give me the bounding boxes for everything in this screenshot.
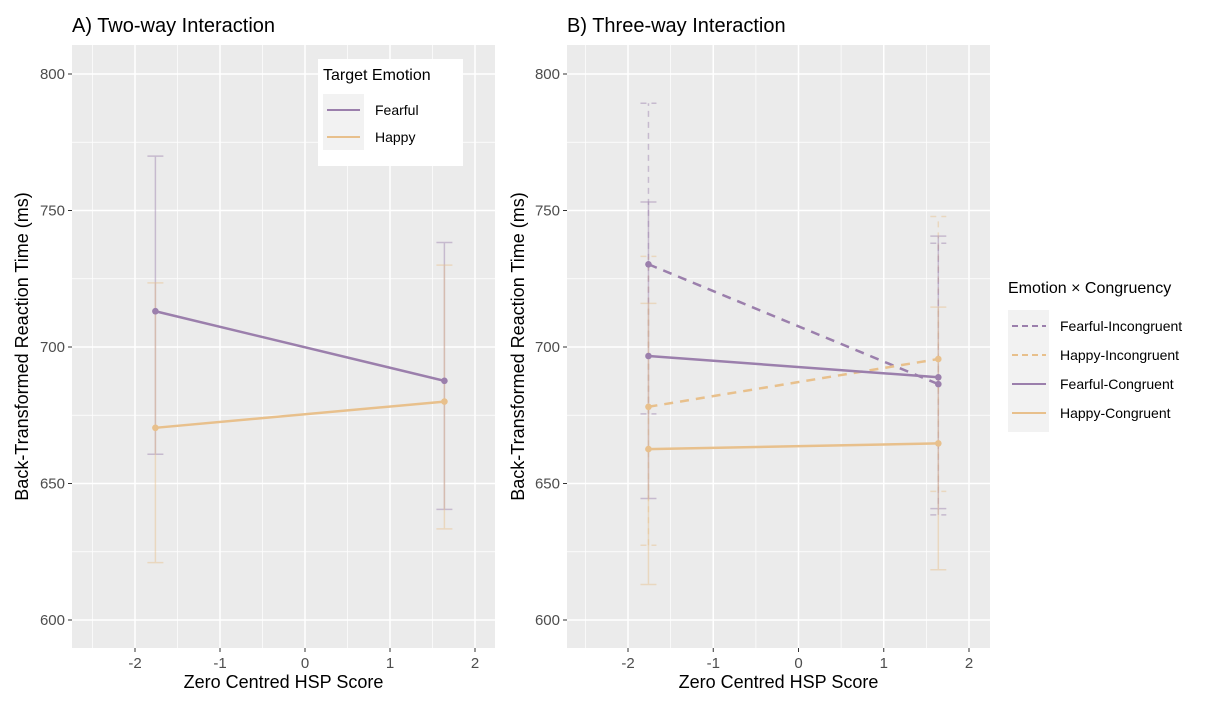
x-tick-label: 2 <box>471 655 479 672</box>
y-tick-label: 750 <box>535 203 560 220</box>
data-point <box>152 424 159 432</box>
data-point <box>935 440 942 447</box>
series-line-happy-congruent <box>648 442 939 451</box>
panel-title: A) Two-way Interaction <box>72 15 275 37</box>
data-point <box>645 352 652 360</box>
error-bar <box>640 102 657 415</box>
data-point <box>935 374 942 381</box>
x-tick-label: -1 <box>213 655 226 672</box>
y-axis-label: Back-Transformed Reaction Time (ms) <box>12 192 32 500</box>
legend-key-background <box>1008 310 1049 432</box>
y-tick-label: 700 <box>535 339 560 356</box>
legend-label: Happy-Incongruent <box>1060 347 1179 363</box>
data-point <box>645 260 652 268</box>
legend-label: Happy <box>375 129 415 145</box>
series-line-happy <box>155 400 445 430</box>
error-bar <box>930 306 947 571</box>
x-tick-label: -2 <box>621 655 634 672</box>
series-line-fearful-incongruent <box>647 263 939 386</box>
legend-label: Fearful <box>375 102 419 118</box>
series-line-fearful <box>155 310 445 383</box>
x-tick-label: 2 <box>965 655 973 672</box>
error-bar <box>147 282 164 564</box>
y-tick-label: 600 <box>40 612 65 629</box>
y-tick-label: 650 <box>535 476 560 493</box>
y-tick-label: 650 <box>40 476 65 493</box>
y-tick-label: 750 <box>40 203 65 220</box>
x-tick-label: -2 <box>128 655 141 672</box>
error-bar <box>147 155 164 456</box>
legend-title: Emotion × Congruency <box>1008 280 1171 297</box>
error-bar <box>436 241 453 511</box>
legend-title: Target Emotion <box>323 67 431 84</box>
series-line-fearful-congruent <box>648 354 939 379</box>
data-point <box>441 398 448 405</box>
data-point <box>935 355 942 363</box>
legend-key-background <box>323 94 364 150</box>
x-tick-label: 1 <box>880 655 888 672</box>
legend: Target Emotion Fearful Happy <box>318 59 463 166</box>
x-tick-label: 0 <box>794 655 802 672</box>
legend-label: Fearful-Congruent <box>1060 376 1174 392</box>
data-point <box>152 307 159 315</box>
legend-label: Fearful-Incongruent <box>1060 318 1182 334</box>
y-tick-label: 800 <box>40 66 65 83</box>
data-point <box>935 380 942 388</box>
y-tick-label: 800 <box>535 66 560 83</box>
data-point <box>441 377 448 385</box>
y-axis-label: Back-Transformed Reaction Time (ms) <box>508 192 528 500</box>
x-tick-label: 1 <box>386 655 394 672</box>
x-tick-label: -1 <box>707 655 720 672</box>
x-axis-label: Zero Centred HSP Score <box>184 672 384 692</box>
panel-b: -2 -1 0 1 2 600 650 700 750 800 B) Three-way Inter… <box>508 15 1182 692</box>
legend: Emotion × Congruency Fearful-Incongruent H… <box>1008 280 1182 432</box>
error-bar <box>930 235 947 510</box>
data-point <box>645 445 652 453</box>
x-axis-label: Zero Centred HSP Score <box>679 672 879 692</box>
error-bar <box>640 302 657 586</box>
y-tick-label: 600 <box>535 612 560 629</box>
error-bar <box>436 264 453 530</box>
series-line-happy-incongruent <box>648 357 939 409</box>
error-bar <box>640 255 657 546</box>
legend-label: Happy-Congruent <box>1060 405 1171 421</box>
x-tick-label: 0 <box>301 655 309 672</box>
panel-title: B) Three-way Interaction <box>567 15 786 37</box>
data-point <box>645 403 652 411</box>
panel-a: -2 -1 0 1 2 600 650 700 750 800 A) Two-way Interac… <box>12 15 495 692</box>
y-tick-label: 700 <box>40 339 65 356</box>
